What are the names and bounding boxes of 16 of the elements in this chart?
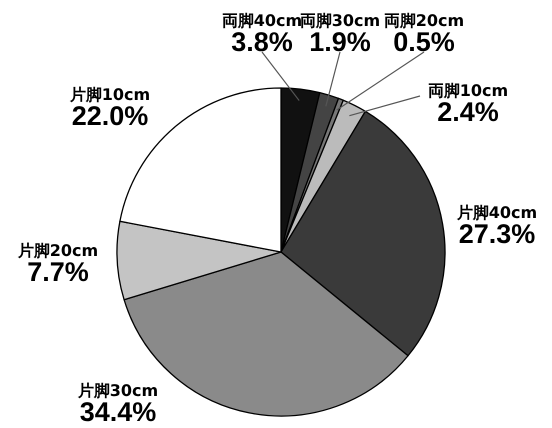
data-label: 0.5% xyxy=(393,27,455,57)
slice-label: 片脚30cm xyxy=(76,381,158,400)
data-label: 3.8% xyxy=(231,27,293,57)
slice-label: 片脚10cm xyxy=(68,85,150,104)
slice-label: 両脚20cm xyxy=(384,11,464,30)
data-label: 7.7% xyxy=(27,257,89,287)
slice-label: 両脚40cm xyxy=(222,11,302,30)
slice-label: 両脚10cm xyxy=(428,81,508,100)
slice-label: 両脚30cm xyxy=(300,11,380,30)
slice-label: 片脚20cm xyxy=(16,241,98,260)
data-label: 2.4% xyxy=(437,97,499,127)
slice-label: 片脚40cm xyxy=(456,203,538,222)
data-label: 1.9% xyxy=(309,27,371,57)
data-label: 22.0% xyxy=(72,101,148,131)
data-label: 27.3% xyxy=(458,219,536,249)
data-label: 34.4% xyxy=(80,397,156,427)
